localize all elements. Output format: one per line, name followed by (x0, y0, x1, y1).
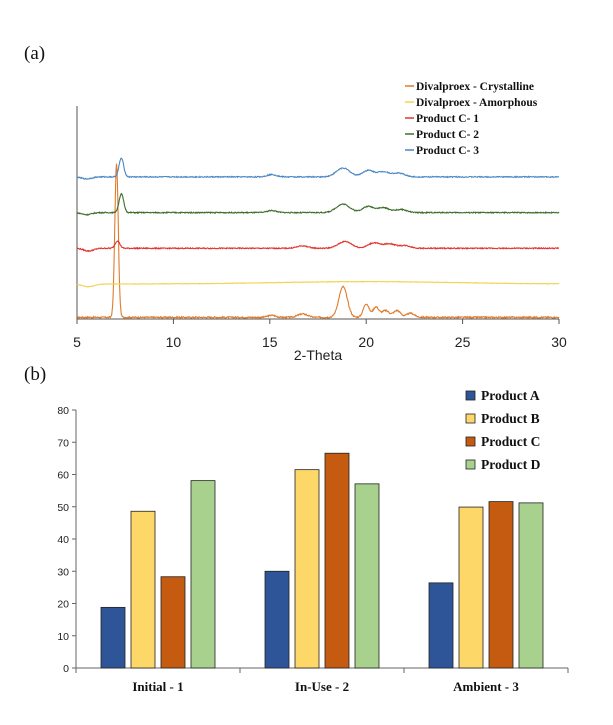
bar (160, 576, 186, 669)
xrd-x-tick-label: 20 (358, 334, 374, 350)
bar (428, 582, 454, 669)
xrd-legend-label: Product C- 1 (416, 113, 479, 125)
panel-b-label: (b) (24, 364, 46, 385)
bar-y-tick-label: 40 (57, 534, 69, 546)
bar-category-label: In-Use - 2 (295, 679, 349, 694)
bar-y-tick-label: 10 (57, 631, 69, 643)
xrd-series-line (77, 192, 560, 216)
xrd-legend-label: Product C- 2 (416, 129, 479, 141)
bar-legend-swatch (465, 459, 476, 470)
bar-legend-swatch (465, 413, 476, 424)
bar (100, 606, 126, 669)
bar-y-tick-label: 30 (57, 566, 69, 578)
bar (324, 452, 350, 669)
bar (518, 502, 544, 669)
bar-y-tick-label: 80 (57, 405, 69, 417)
bar (488, 501, 514, 669)
xrd-legend-label: Divalproex - Amorphous (416, 97, 538, 109)
xrd-chart: 5 10 15 20 25 30 2-Theta Divalproex - Crystal… (73, 81, 567, 363)
xrd-x-axis-label: 2-Theta (294, 347, 342, 363)
xrd-x-tick-label: 30 (551, 334, 567, 350)
bar-y-tick-label: 60 (57, 470, 69, 482)
xrd-x-tick-label: 25 (455, 334, 471, 350)
xrd-series-line (76, 163, 560, 320)
bar (294, 469, 320, 669)
bar-y-tick-label: 50 (57, 502, 69, 514)
bar-y-tick-label: 0 (63, 663, 69, 675)
xrd-legend-label: Divalproex - Crystalline (416, 81, 534, 93)
xrd-x-tick-label: 15 (262, 334, 278, 350)
bar (264, 570, 290, 669)
bar-legend-label: Product B (481, 411, 540, 426)
bar-legend-label: Product A (481, 388, 540, 403)
bar (130, 510, 156, 669)
bar-y-tick-label: 70 (57, 437, 69, 449)
bar (458, 506, 484, 669)
xrd-x-tick-label: 10 (166, 334, 182, 350)
bar-category-label: Ambient - 3 (453, 679, 519, 694)
bar-legend-label: Product D (481, 457, 541, 472)
bar (190, 480, 216, 669)
xrd-series-line (76, 280, 560, 288)
bar-legend-swatch (465, 390, 476, 401)
bar-legend-label: Product C (481, 434, 540, 449)
xrd-series-line (76, 240, 560, 253)
bar (354, 483, 380, 669)
xrd-series-line (76, 157, 559, 180)
bar-category-label: Initial - 1 (132, 679, 183, 694)
panel-a-label: (a) (24, 43, 45, 64)
bar-y-tick-label: 20 (57, 599, 69, 611)
xrd-legend-label: Product C- 3 (416, 145, 479, 157)
xrd-x-tick-label: 5 (73, 334, 81, 350)
bar-chart: 0 10 20 30 40 50 60 70 80 Initial - 1 In-Use - 2 A… (57, 388, 569, 694)
bar-legend-swatch (465, 436, 476, 447)
